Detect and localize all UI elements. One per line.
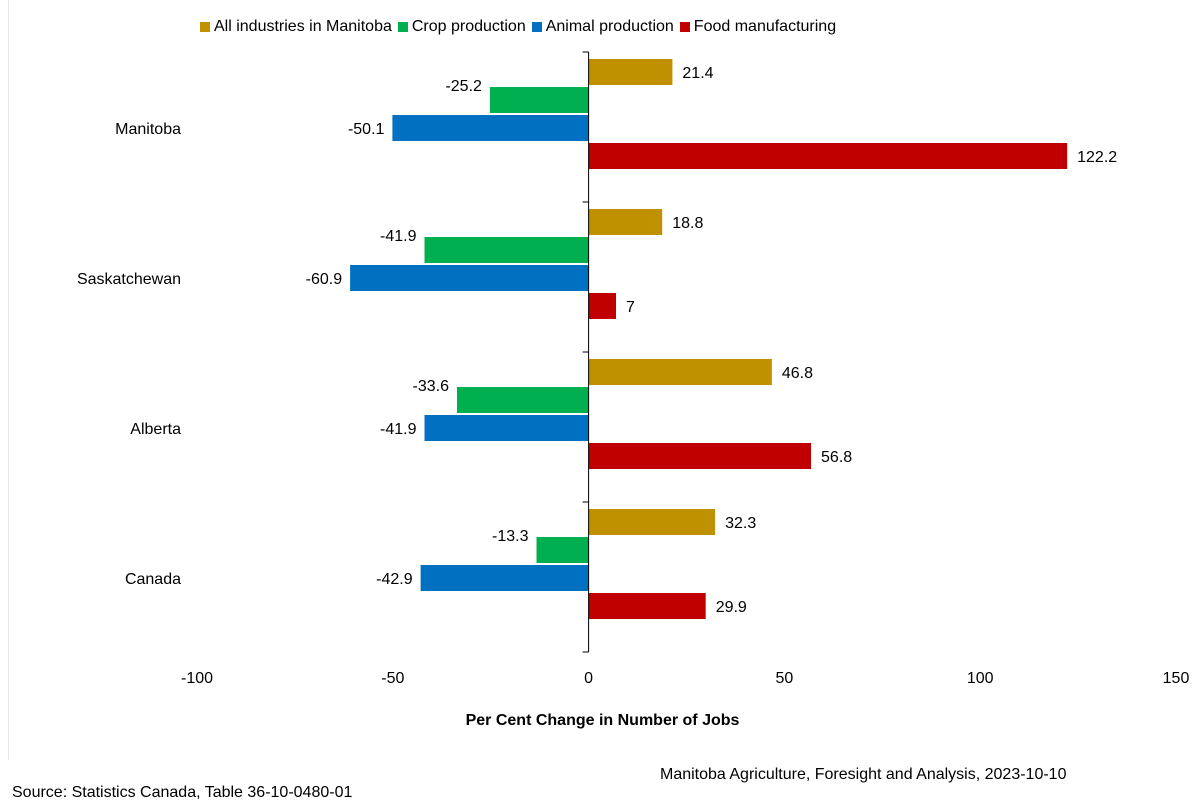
data-label: -41.9 xyxy=(380,228,417,245)
bar xyxy=(420,565,589,591)
legend-item: All industries in Manitoba xyxy=(200,18,392,36)
x-tick-label: 150 xyxy=(1163,670,1190,687)
legend-label: All industries in Manitoba xyxy=(214,18,392,35)
bar xyxy=(588,59,673,85)
data-label: 56.8 xyxy=(821,449,852,466)
bar xyxy=(588,359,772,385)
source-note: Source: Statistics Canada, Table 36-10-0… xyxy=(12,784,353,801)
data-label: 29.9 xyxy=(716,599,747,616)
legend-label: Animal production xyxy=(545,18,674,35)
data-label: -41.9 xyxy=(380,421,417,438)
legend-swatch xyxy=(200,22,210,32)
legend-label: Crop production xyxy=(411,18,526,35)
chart-legend: All industries in Manitoba Crop productio… xyxy=(200,18,842,36)
legend-swatch xyxy=(531,22,542,32)
data-label: 122.2 xyxy=(1077,149,1117,166)
data-label: -25.2 xyxy=(445,78,482,95)
bar xyxy=(588,143,1068,169)
x-tick-label: 0 xyxy=(584,670,593,687)
bar-chart: 21.4 -25.2 -50.1 122.2 Manitoba 18.8 -41.9 -60.… xyxy=(77,51,1190,687)
x-tick-label: -100 xyxy=(181,670,213,687)
data-label: 18.8 xyxy=(672,215,703,232)
legend-swatch xyxy=(397,22,408,32)
bar xyxy=(588,443,812,469)
data-label: -13.3 xyxy=(492,528,529,545)
legend-item: Crop production xyxy=(397,18,526,36)
legend-swatch xyxy=(679,22,690,32)
legend-label: Food manufacturing xyxy=(693,18,837,35)
data-label: 7 xyxy=(626,299,635,316)
data-label: 46.8 xyxy=(782,365,813,382)
legend-item: Animal production xyxy=(531,18,674,36)
data-label: -42.9 xyxy=(376,571,413,588)
data-label: 32.3 xyxy=(725,515,756,532)
x-tick-label: 100 xyxy=(967,670,994,687)
bar xyxy=(588,509,716,535)
x-tick-label: -50 xyxy=(381,670,404,687)
bar xyxy=(392,115,589,141)
credit-note: Manitoba Agriculture, Foresight and Anal… xyxy=(660,766,1067,783)
data-label: -60.9 xyxy=(306,271,343,288)
category-label: Alberta xyxy=(130,421,181,438)
legend-item: Food manufacturing xyxy=(679,18,837,36)
bar xyxy=(457,387,589,413)
data-label: -33.6 xyxy=(413,378,450,395)
bar xyxy=(588,293,617,319)
bar xyxy=(489,87,589,113)
bar xyxy=(536,537,589,563)
category-label: Manitoba xyxy=(115,121,181,138)
bar xyxy=(424,237,589,263)
data-label: -50.1 xyxy=(348,121,385,138)
bar xyxy=(588,593,706,619)
chart-border xyxy=(8,0,9,760)
bar xyxy=(350,265,589,291)
category-label: Saskatchewan xyxy=(77,271,181,288)
bar xyxy=(588,209,663,235)
x-axis-title: Per Cent Change in Number of Jobs xyxy=(465,712,740,729)
data-label: 21.4 xyxy=(682,65,713,82)
category-label: Canada xyxy=(125,571,181,588)
x-tick-label: 50 xyxy=(776,670,794,687)
bar xyxy=(424,415,589,441)
